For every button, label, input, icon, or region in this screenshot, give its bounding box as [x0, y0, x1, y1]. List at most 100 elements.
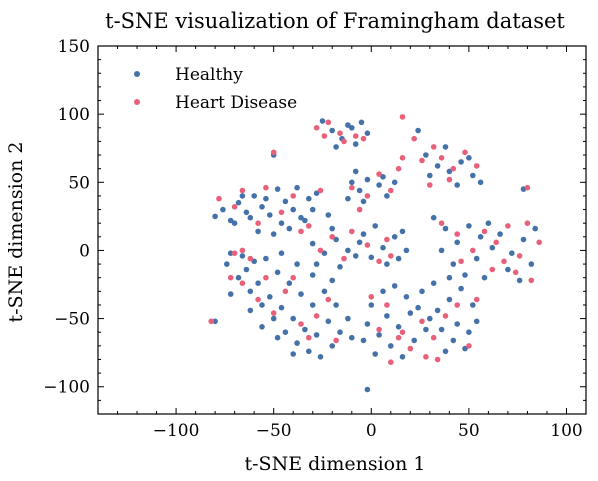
- healthy-point: [278, 304, 285, 311]
- heart-disease-point: [290, 274, 297, 281]
- healthy-point: [227, 250, 234, 256]
- healthy-point: [454, 182, 461, 188]
- heart-disease-point: [333, 337, 339, 344]
- heart-disease-point: [536, 239, 542, 246]
- heart-disease-point: [384, 302, 390, 308]
- heart-disease-point: [388, 359, 394, 366]
- legend: Healthy Heart Disease: [134, 65, 297, 113]
- healthy-point: [466, 223, 472, 229]
- healthy-point: [446, 168, 453, 175]
- healthy-point: [352, 168, 359, 175]
- healthy-point: [423, 326, 429, 333]
- healthy-point: [430, 280, 437, 287]
- healthy-point: [434, 307, 441, 314]
- healthy-point: [364, 321, 371, 327]
- healthy-point: [384, 313, 390, 319]
- healthy-point: [477, 234, 484, 240]
- healthy-point: [290, 351, 297, 357]
- heart-disease-point: [282, 288, 289, 295]
- heart-disease-point: [349, 184, 355, 191]
- healthy-point: [259, 324, 265, 330]
- healthy-point: [368, 254, 375, 261]
- heart-disease-point: [399, 329, 406, 336]
- healthy-point: [239, 193, 246, 199]
- healthy-point: [446, 296, 453, 303]
- healthy-point: [345, 247, 351, 254]
- heart-disease-point: [438, 155, 445, 161]
- healthy-point: [427, 315, 433, 322]
- heart-disease-point: [388, 253, 394, 259]
- healthy-point: [489, 244, 496, 251]
- heart-disease-point: [306, 334, 312, 341]
- healthy-point: [313, 332, 320, 338]
- healthy-point: [243, 266, 250, 273]
- heart-disease-point: [395, 165, 402, 172]
- heart-disease-point: [399, 155, 406, 161]
- healthy-point: [532, 225, 538, 232]
- healthy-point: [509, 250, 515, 256]
- healthy-point: [415, 304, 421, 311]
- healthy-point: [247, 288, 254, 295]
- healthy-point: [309, 272, 316, 278]
- healthy-point: [360, 231, 367, 237]
- heart-disease-point: [524, 184, 531, 191]
- healthy-point: [333, 236, 339, 243]
- healthy-point: [372, 351, 379, 357]
- healthy-point: [267, 212, 273, 218]
- healthy-point: [306, 195, 312, 202]
- heart-disease-point: [325, 119, 332, 126]
- heart-disease-point: [216, 195, 222, 202]
- healthy-point: [309, 240, 316, 247]
- heart-disease-point: [360, 135, 367, 142]
- healthy-point: [329, 343, 336, 349]
- heart-disease-point: [438, 220, 445, 226]
- healthy-point: [239, 253, 246, 259]
- healthy-point: [395, 324, 402, 330]
- heart-disease-point: [270, 149, 277, 156]
- heart-disease-point: [239, 247, 246, 254]
- healthy-point: [376, 332, 382, 338]
- healthy-point: [349, 334, 355, 341]
- scatter-points: [208, 114, 542, 393]
- heart-disease-point: [208, 318, 214, 325]
- healthy-point: [438, 326, 445, 333]
- healthy-point: [345, 195, 351, 202]
- healthy-point: [243, 209, 250, 216]
- heart-disease-point: [407, 345, 414, 352]
- healthy-point: [212, 213, 218, 220]
- heart-disease-point: [454, 302, 461, 308]
- y-tick-label: −100: [43, 378, 90, 398]
- heart-disease-point: [227, 274, 234, 281]
- healthy-point: [411, 337, 418, 344]
- healthy-point: [446, 274, 453, 281]
- healthy-point: [298, 291, 304, 297]
- heart-disease-point: [473, 163, 480, 169]
- healthy-point: [466, 329, 472, 336]
- healthy-point: [321, 250, 328, 256]
- heart-disease-point: [454, 231, 461, 237]
- healthy-point: [356, 239, 363, 246]
- healthy-point: [247, 307, 254, 314]
- heart-disease-point: [430, 334, 437, 341]
- healthy-point: [388, 343, 394, 349]
- heart-disease-point: [239, 280, 246, 287]
- heart-disease-point: [384, 236, 390, 243]
- healthy-point: [384, 261, 390, 267]
- healthy-point: [349, 179, 355, 186]
- heart-disease-point: [450, 165, 457, 172]
- heart-disease-point: [473, 296, 480, 303]
- healthy-point: [360, 337, 367, 344]
- healthy-point: [294, 340, 300, 346]
- heart-disease-point: [434, 356, 441, 363]
- heart-disease-point: [325, 296, 332, 303]
- heart-disease-point: [313, 313, 320, 319]
- healthy-point: [458, 285, 464, 292]
- heart-disease-point: [481, 228, 488, 235]
- heart-disease-point: [462, 149, 468, 156]
- healthy-point: [477, 179, 484, 186]
- healthy-point: [298, 214, 304, 221]
- heart-disease-point: [329, 234, 336, 240]
- heart-disease-point: [298, 228, 304, 235]
- healthy-point: [274, 186, 281, 192]
